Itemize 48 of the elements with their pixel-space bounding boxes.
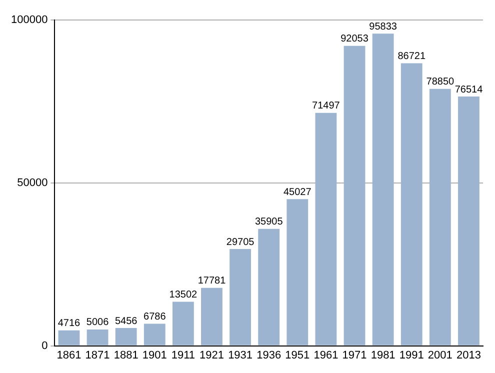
data-label: 5456 <box>114 316 138 327</box>
data-label: 95833 <box>369 21 398 32</box>
x-tick-label: 1936 <box>256 349 282 362</box>
x-tick-label: 2013 <box>456 349 481 362</box>
bar <box>286 199 308 346</box>
data-label: 35905 <box>254 216 284 228</box>
bar <box>458 96 480 346</box>
bar <box>144 324 166 346</box>
data-label: 45027 <box>284 186 312 198</box>
x-tick-label: 1971 <box>342 349 367 362</box>
bar <box>429 88 451 346</box>
x-tick-label: 1901 <box>142 349 167 362</box>
bar <box>258 228 280 346</box>
x-tick-label: 1861 <box>56 349 82 362</box>
x-tick-label: 1991 <box>399 349 424 362</box>
y-tick-label: 100000 <box>10 14 48 26</box>
x-tick-label: 2001 <box>428 349 452 362</box>
data-label: 92053 <box>340 34 369 45</box>
bar <box>115 328 137 346</box>
data-label: 29705 <box>226 236 255 248</box>
data-label: 4716 <box>58 318 81 330</box>
x-tick-label: 1951 <box>285 349 310 362</box>
bar <box>201 288 222 346</box>
x-tick-label: 1961 <box>314 349 338 362</box>
bar <box>400 63 422 346</box>
data-label: 13502 <box>169 290 198 301</box>
data-label: 5006 <box>86 317 110 328</box>
bar <box>315 112 337 346</box>
bar <box>372 34 394 346</box>
x-tick-label: 1981 <box>370 349 396 362</box>
data-label: 76514 <box>454 84 484 96</box>
x-tick-label: 1931 <box>228 349 253 362</box>
y-tick-label: 0 <box>42 340 48 352</box>
bar <box>344 46 366 346</box>
data-label: 17781 <box>198 276 226 287</box>
bar <box>86 329 108 346</box>
data-label: 86721 <box>398 51 426 62</box>
bar <box>58 330 80 346</box>
bar <box>172 302 194 346</box>
x-tick-label: 1871 <box>85 349 110 362</box>
x-tick-label: 1921 <box>200 349 224 362</box>
data-label: 6786 <box>144 311 166 322</box>
x-tick-label: 1911 <box>171 349 196 362</box>
bar <box>230 249 252 346</box>
y-tick-label: 50000 <box>17 176 48 189</box>
data-label: 71497 <box>312 100 340 112</box>
data-label: 78850 <box>426 76 455 88</box>
x-tick-label: 1881 <box>114 349 138 362</box>
